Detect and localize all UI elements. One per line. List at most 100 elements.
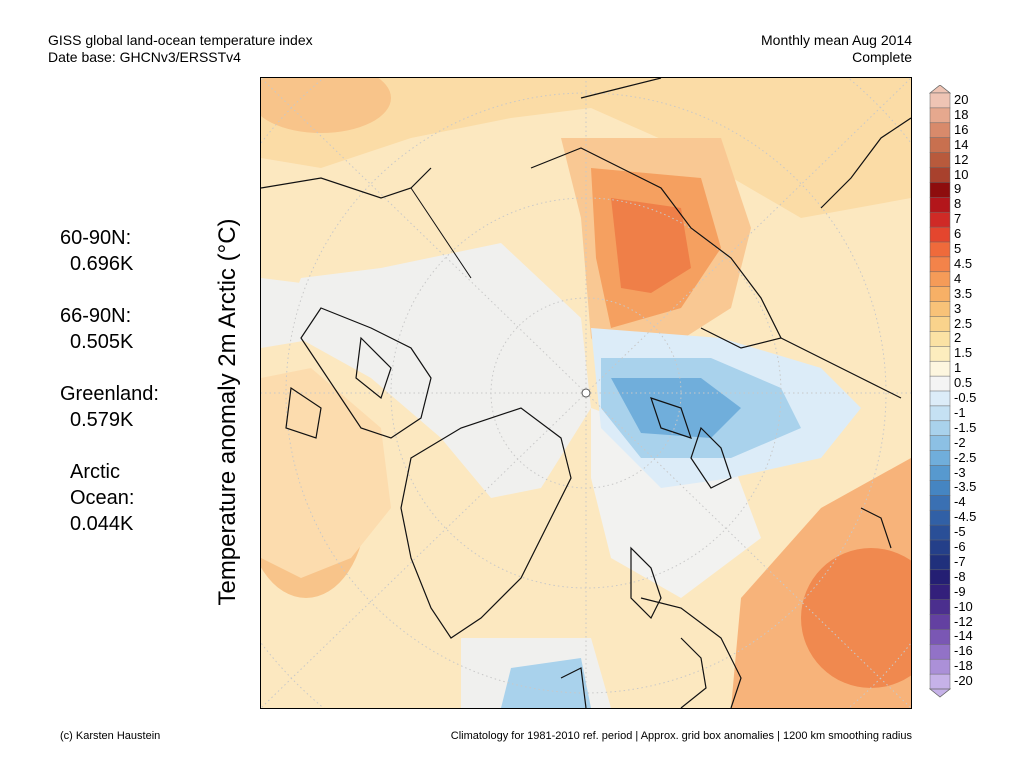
russia-coast (780, 337, 902, 399)
colorbar-label: 10 (954, 166, 969, 182)
colorbar-swatch (929, 197, 951, 213)
stat-60-90n: 60-90N: 0.696K (60, 225, 159, 277)
colorbar-label: -1 (954, 404, 966, 420)
island-coast (690, 426, 732, 489)
colorbar-swatch (929, 271, 951, 288)
colorbar-label: 18 (954, 106, 969, 122)
colorbar-label: -2 (954, 434, 966, 450)
colorbar-swatch (929, 584, 951, 601)
colorbar-swatch (929, 241, 951, 258)
colorbar-swatch (929, 539, 951, 556)
caspian-coast (860, 507, 892, 549)
colorbar-label: -20 (954, 673, 973, 689)
colorbar-swatch (929, 614, 951, 630)
colorbar-swatch (929, 107, 951, 124)
colorbar-swatch (929, 182, 951, 198)
colorbar-label: -3.5 (954, 479, 977, 495)
border-line (410, 187, 472, 279)
stat-label: 60-90N: (60, 227, 132, 249)
colorbar-label: 0.5 (954, 375, 973, 391)
colorbar-swatch (929, 286, 951, 303)
stat-66-90n: 66-90N: 0.505K (60, 303, 159, 355)
colorbar-label: 3 (954, 300, 962, 316)
colorbar-swatch (929, 420, 951, 437)
colorbar-label: 1.5 (954, 345, 973, 361)
colorbar-swatch (929, 644, 951, 660)
colorbar-swatch (929, 554, 951, 571)
stat-value: 0.044K (70, 513, 134, 535)
baltic-coast (680, 637, 707, 708)
colorbar-swatch (929, 137, 951, 154)
colorbar-swatch (929, 316, 951, 332)
colorbar-swatch (929, 301, 951, 317)
colorbar-label: 3.5 (954, 285, 973, 301)
colorbar-label: 9 (954, 181, 962, 197)
colorbar-label: -14 (954, 628, 973, 644)
colorbar-label: -0.5 (954, 390, 977, 405)
colorbar-label: -18 (954, 658, 973, 674)
stat-arctic-ocean: Arctic Ocean: 0.044K (60, 459, 159, 537)
colorbar-swatch (929, 480, 951, 496)
colorbar-arrow-bottom (929, 688, 951, 698)
colorbar-swatch (929, 629, 951, 645)
alaska-coast (261, 167, 432, 199)
period-block: Monthly mean Aug 2014 Complete (761, 32, 912, 66)
stats-panel: 60-90N: 0.696K 66-90N: 0.505K Greenland:… (60, 225, 159, 563)
title-line-2: Date base: GHCNv3/ERSSTv4 (48, 49, 241, 65)
colorbar-label: 4.5 (954, 255, 973, 271)
colorbar-label: 20 (954, 92, 969, 107)
uk-coast (560, 667, 587, 708)
colorbar-label: -9 (954, 583, 966, 599)
colorbar-label: -12 (954, 613, 973, 629)
colorbar-label: -16 (954, 643, 973, 659)
anomaly-europe-core (801, 548, 911, 688)
colorbar-label: 8 (954, 196, 962, 212)
colorbar-label: 14 (954, 136, 969, 152)
colorbar-swatch (929, 599, 951, 615)
colorbar-label: -5 (954, 524, 966, 540)
colorbar-label: 1 (954, 360, 962, 376)
colorbar-swatch (929, 211, 951, 228)
title-block: GISS global land-ocean temperature index… (48, 32, 313, 66)
colorbar-swatch (929, 92, 951, 109)
colorbar-label: -4 (954, 494, 966, 510)
colorbar-swatch (929, 509, 951, 526)
colorbar-label: 5 (954, 241, 962, 256)
colorbar-swatch (929, 435, 951, 452)
colorbar-swatch (929, 569, 951, 586)
anomaly-siberia-core (611, 198, 691, 293)
greenland-coast (400, 407, 572, 639)
coastlines (261, 78, 911, 708)
period-line-1: Monthly mean Aug 2014 (761, 32, 912, 48)
colorbar-swatch (929, 658, 951, 675)
colorbar-label: -7 (954, 553, 966, 569)
colorbar-swatch (929, 524, 951, 541)
colorbar-label: 2.5 (954, 315, 973, 331)
colorbar-swatch (929, 390, 951, 407)
anomaly-field-north (261, 78, 911, 218)
colorbar-swatch (929, 360, 951, 377)
colorbar-swatch (929, 450, 951, 466)
colorbar-swatch (929, 256, 951, 273)
colorbar-label: 16 (954, 121, 969, 137)
anomaly-neutral-west (261, 278, 341, 348)
graticule (261, 78, 911, 708)
island-coast (285, 386, 322, 439)
anomaly-neutral-arctic (281, 243, 591, 498)
okhotsk-coast (820, 117, 911, 209)
stat-label: 66-90N: (60, 305, 132, 327)
colorbar-swatch (929, 346, 951, 362)
footer-notes: Climatology for 1981-2010 ref. period | … (450, 730, 912, 742)
colorbar-label: 12 (954, 151, 969, 167)
colorbar (929, 85, 951, 698)
title-line-1: GISS global land-ocean temperature index (48, 32, 313, 48)
stat-value: 0.505K (70, 331, 134, 353)
colorbar-swatch (929, 495, 951, 511)
stat-value: 0.696K (70, 253, 134, 275)
colorbar-swatch (929, 152, 951, 168)
colorbar-swatch (929, 167, 951, 183)
stat-label: Arctic (70, 461, 120, 483)
arctic-archipelago-coast (300, 307, 432, 439)
axis-label: Temperature anomaly 2m Arctic (°C) (214, 218, 241, 606)
colorbar-label: 4 (954, 270, 962, 286)
